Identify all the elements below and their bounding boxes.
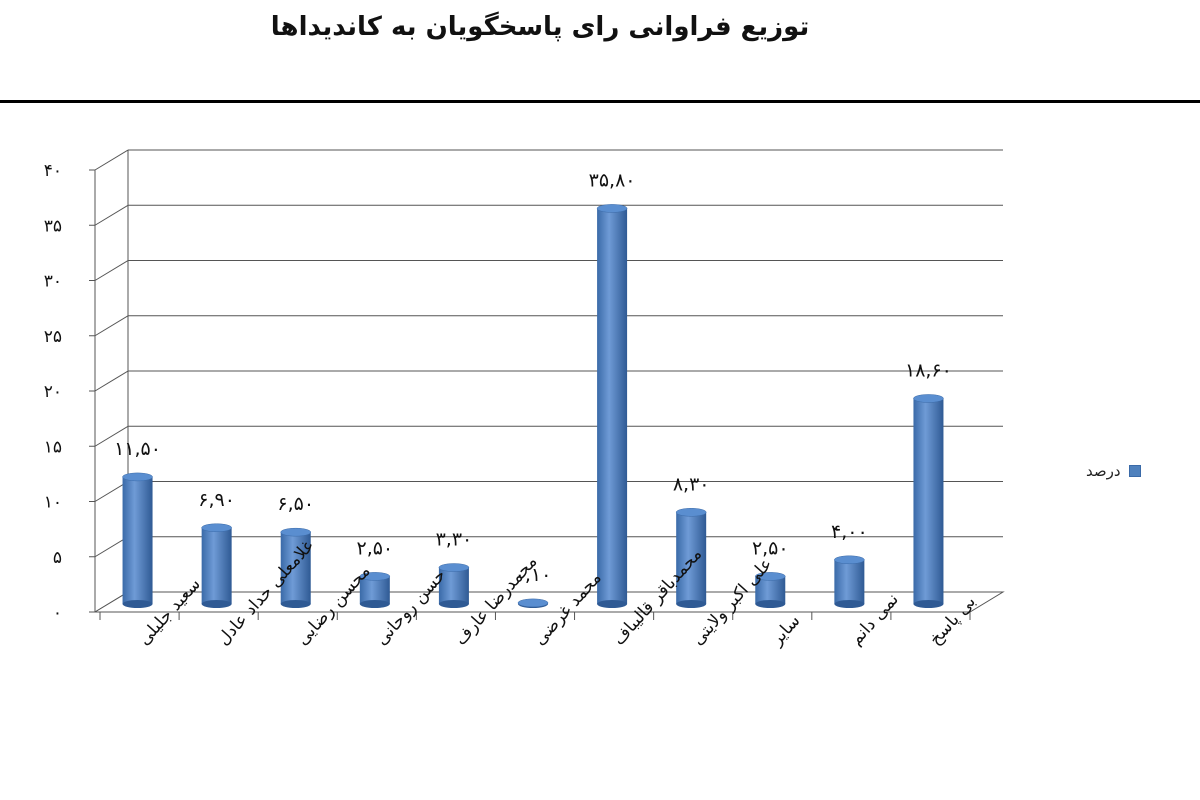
legend-swatch [1128, 465, 1141, 477]
bar-body [834, 559, 865, 604]
data-label: ۶,۵۰ [277, 493, 314, 515]
bar-top [122, 472, 153, 482]
bar-top [359, 572, 391, 581]
bar-base [122, 600, 153, 608]
bar-body [280, 532, 311, 604]
bar-top [755, 572, 786, 581]
y-tick-label: ۴۰ [44, 161, 62, 181]
data-label: ۶,۹۰ [198, 489, 235, 511]
gridline-diagonal [94, 315, 129, 337]
bar [913, 394, 944, 608]
bar-body [359, 576, 390, 604]
bar-body [676, 512, 707, 604]
title-divider [0, 100, 1200, 103]
bar-body [597, 208, 628, 604]
data-label: ۲,۵۰ [752, 537, 789, 559]
gridline-diagonal [94, 370, 129, 392]
bar-base [676, 600, 707, 608]
bar [517, 598, 549, 608]
bar [755, 572, 786, 608]
y-tick-label: ۰ [53, 603, 62, 623]
chart-title: توزیع فراوانی رای پاسخگویان به کاندیداها [270, 12, 810, 42]
gridline-diagonal [94, 204, 129, 226]
bar-body [755, 576, 786, 604]
data-label: ۳۵,۸۰ [589, 169, 636, 191]
legend: درصد [1086, 462, 1141, 480]
bar [280, 527, 311, 608]
data-label: ۸,۳۰ [673, 473, 710, 495]
bar-base [834, 600, 865, 608]
bar [359, 572, 391, 608]
bar-base [201, 600, 232, 608]
bar-base [597, 600, 628, 608]
bar [122, 472, 153, 608]
gridline-diagonal [94, 425, 129, 447]
bar-body [122, 476, 153, 604]
bar-top [438, 563, 470, 572]
bar-top [834, 555, 865, 565]
bar-base [913, 600, 944, 608]
bar-top [596, 204, 628, 213]
gridline-diagonal [94, 260, 129, 281]
bar-body [201, 527, 232, 604]
x-tick-label: سایر [766, 611, 804, 650]
bar-base [755, 600, 786, 608]
bar-body [438, 567, 469, 604]
bar [596, 204, 628, 608]
data-label: ۲,۵۰ [356, 537, 393, 559]
bar-top [913, 394, 944, 403]
bar-top [517, 598, 549, 608]
y-tick-label: ۳۰ [44, 272, 62, 292]
y-tick-label: ۳۵ [44, 216, 62, 236]
bar [201, 523, 232, 608]
data-label: ۱۱,۵۰ [114, 438, 161, 460]
data-label: ۴,۰۰ [831, 521, 868, 543]
bar-base [359, 600, 390, 608]
y-tick-label: ۱۰ [44, 493, 62, 513]
y-tick-label: ۵ [53, 548, 62, 568]
bar-base [438, 600, 469, 608]
y-tick-label: ۱۵ [44, 437, 62, 457]
gridline-diagonal [94, 149, 129, 171]
gridline-diagonal [94, 536, 129, 558]
bar-body [913, 398, 944, 604]
data-label: ۱۸,۶۰ [905, 359, 952, 381]
bar [675, 508, 707, 608]
legend-label: درصد [1086, 462, 1121, 480]
y-tick-label: ۲۰ [44, 382, 62, 402]
bar [834, 555, 865, 608]
bar-top [280, 527, 311, 537]
y-tick-label: ۲۵ [44, 327, 62, 347]
data-label: ۰,۱۰ [515, 564, 552, 586]
gridline-diagonal [94, 481, 129, 502]
bar-top [675, 508, 707, 517]
bar [438, 563, 470, 608]
bar-base [280, 600, 311, 608]
bar-top [201, 523, 232, 533]
data-label: ۳,۳۰ [436, 529, 473, 551]
